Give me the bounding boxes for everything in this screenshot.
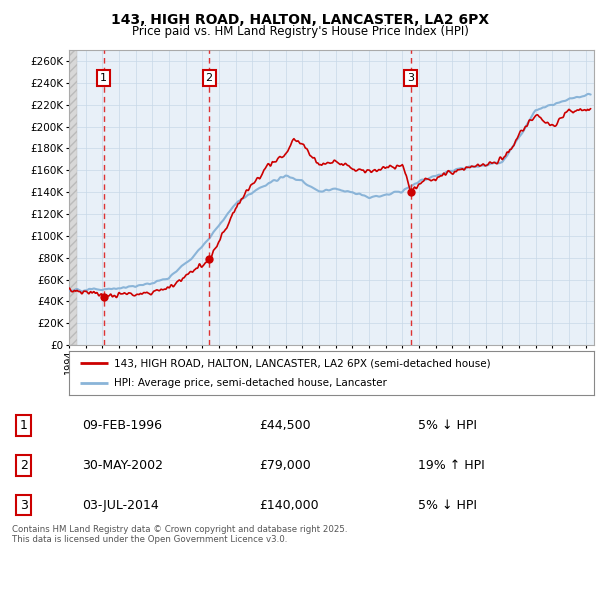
Text: Contains HM Land Registry data © Crown copyright and database right 2025.
This d: Contains HM Land Registry data © Crown c… <box>12 525 347 545</box>
Text: 3: 3 <box>407 73 414 83</box>
Text: £140,000: £140,000 <box>259 499 319 512</box>
Bar <box>69 50 77 345</box>
Text: £44,500: £44,500 <box>259 419 310 432</box>
Text: 3: 3 <box>20 499 28 512</box>
Text: 1: 1 <box>100 73 107 83</box>
Text: 5% ↓ HPI: 5% ↓ HPI <box>418 499 476 512</box>
Text: 2: 2 <box>20 459 28 472</box>
Text: HPI: Average price, semi-detached house, Lancaster: HPI: Average price, semi-detached house,… <box>113 378 386 388</box>
Text: 143, HIGH ROAD, HALTON, LANCASTER, LA2 6PX (semi-detached house): 143, HIGH ROAD, HALTON, LANCASTER, LA2 6… <box>113 359 490 368</box>
Text: 1: 1 <box>20 419 28 432</box>
Text: 19% ↑ HPI: 19% ↑ HPI <box>418 459 484 472</box>
Text: 2: 2 <box>206 73 213 83</box>
Text: 143, HIGH ROAD, HALTON, LANCASTER, LA2 6PX: 143, HIGH ROAD, HALTON, LANCASTER, LA2 6… <box>111 13 489 27</box>
Text: 03-JUL-2014: 03-JUL-2014 <box>82 499 159 512</box>
Text: £79,000: £79,000 <box>259 459 311 472</box>
Text: Price paid vs. HM Land Registry's House Price Index (HPI): Price paid vs. HM Land Registry's House … <box>131 25 469 38</box>
Text: 09-FEB-1996: 09-FEB-1996 <box>82 419 163 432</box>
Text: 5% ↓ HPI: 5% ↓ HPI <box>418 419 476 432</box>
Text: 30-MAY-2002: 30-MAY-2002 <box>82 459 163 472</box>
